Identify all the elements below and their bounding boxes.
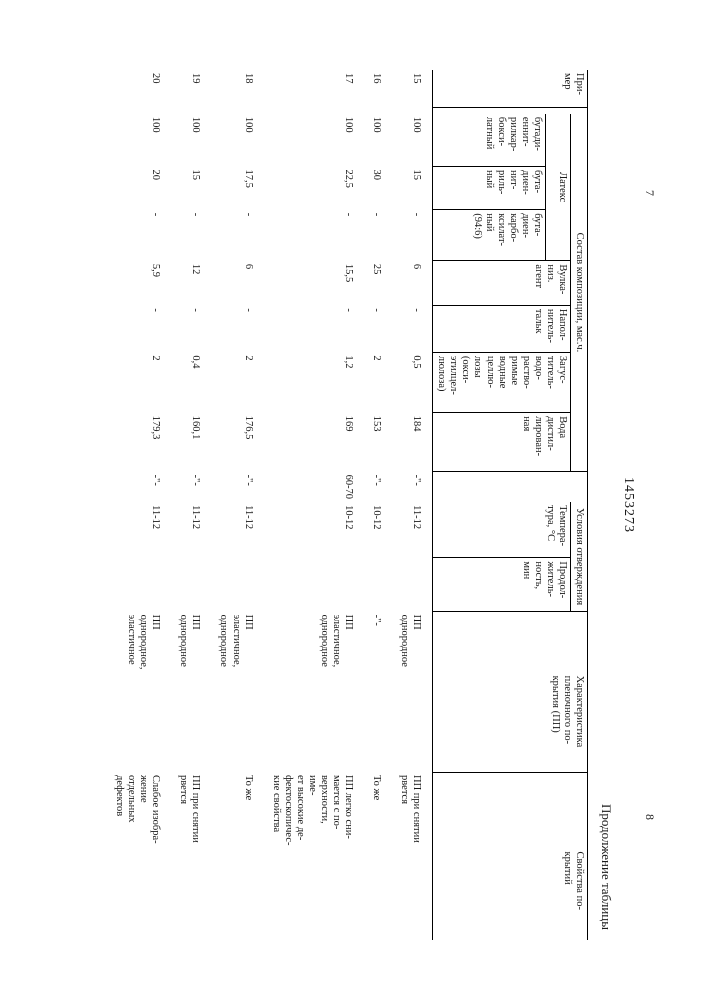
cell-time: 11-12 xyxy=(390,502,430,558)
cell-v: 6 xyxy=(390,261,430,306)
col-vulcan: Вулка-низ.агент xyxy=(433,261,571,306)
col-latex-group: Латекс xyxy=(546,114,571,261)
col-cure-group: Условия отверждения xyxy=(570,502,587,612)
col-comp-group: Состав композиции, мас.ч. xyxy=(570,114,587,472)
col-char: Характеристикапленочного по-крытия (ПП) xyxy=(433,673,588,772)
table-row: 17 100 22,5 - 15,5 - 1,2 169 60-70 10-12… xyxy=(262,70,362,940)
cell-t: 0,5 xyxy=(390,352,430,412)
table-caption: Продолжение таблицы xyxy=(598,70,614,930)
cell-n: 15 xyxy=(390,70,430,108)
page-numbers: 7 8 xyxy=(642,190,657,820)
col-latex3: бута-диен-карбо-ксилат-ный(94:6) xyxy=(433,210,546,261)
page-left: 7 xyxy=(642,190,657,196)
col-prop: Свойства по-крытий xyxy=(433,848,588,940)
cell-l3: - xyxy=(390,210,430,261)
col-temp: Темпера-тура, °С xyxy=(433,502,571,558)
table-row: 18 100 17,5 - 6 - 2 176,5 -"- 11-12 ПП э… xyxy=(209,70,261,940)
cell-f: - xyxy=(390,305,430,352)
cell-w: 184 xyxy=(390,413,430,466)
table-row: 19 100 15 - 12 - 0,4 160,1 -"- 11-12 ПП … xyxy=(169,70,209,940)
col-filler: Напол-нитель-тальк xyxy=(433,305,571,352)
cell-prop: ПП при снятиирвется xyxy=(390,772,430,848)
col-latex1: бутади-еннит-рилкар-бокси-латный xyxy=(433,114,546,167)
col-time: Продол-житель-ность,мин xyxy=(433,558,571,612)
doc-number: 1453273 xyxy=(620,70,636,940)
col-primer: При-мер xyxy=(433,70,588,108)
data-table: При-мер Состав композиции, мас.ч. Услови… xyxy=(105,70,588,940)
table-row: 15 100 15 - 6 - 0,5 184 -"- 11-12 ПП одн… xyxy=(390,70,430,940)
table-body: 15 100 15 - 6 - 0,5 184 -"- 11-12 ПП одн… xyxy=(105,70,430,940)
cell-l2: 15 xyxy=(390,167,430,210)
cell-temp: -"- xyxy=(390,472,430,503)
page-right: 8 xyxy=(642,814,657,820)
cell-l1: 100 xyxy=(390,114,430,167)
col-thick: Загус-титель-водо-раство-римыеводныецелл… xyxy=(433,352,571,412)
col-water: Водадистил-лирован-ная xyxy=(433,413,571,466)
cell-char: ПП однородное xyxy=(390,612,430,673)
table-row: 20 100 20 - 5,9 - 2 179,3 -"- 11-12 ПП о… xyxy=(105,70,169,940)
table-row: 16 100 30 - 25 - 2 153 -"- 10-12 -"- То … xyxy=(362,70,390,940)
col-latex2: бута-диен-нит-риль-ный xyxy=(433,167,546,210)
